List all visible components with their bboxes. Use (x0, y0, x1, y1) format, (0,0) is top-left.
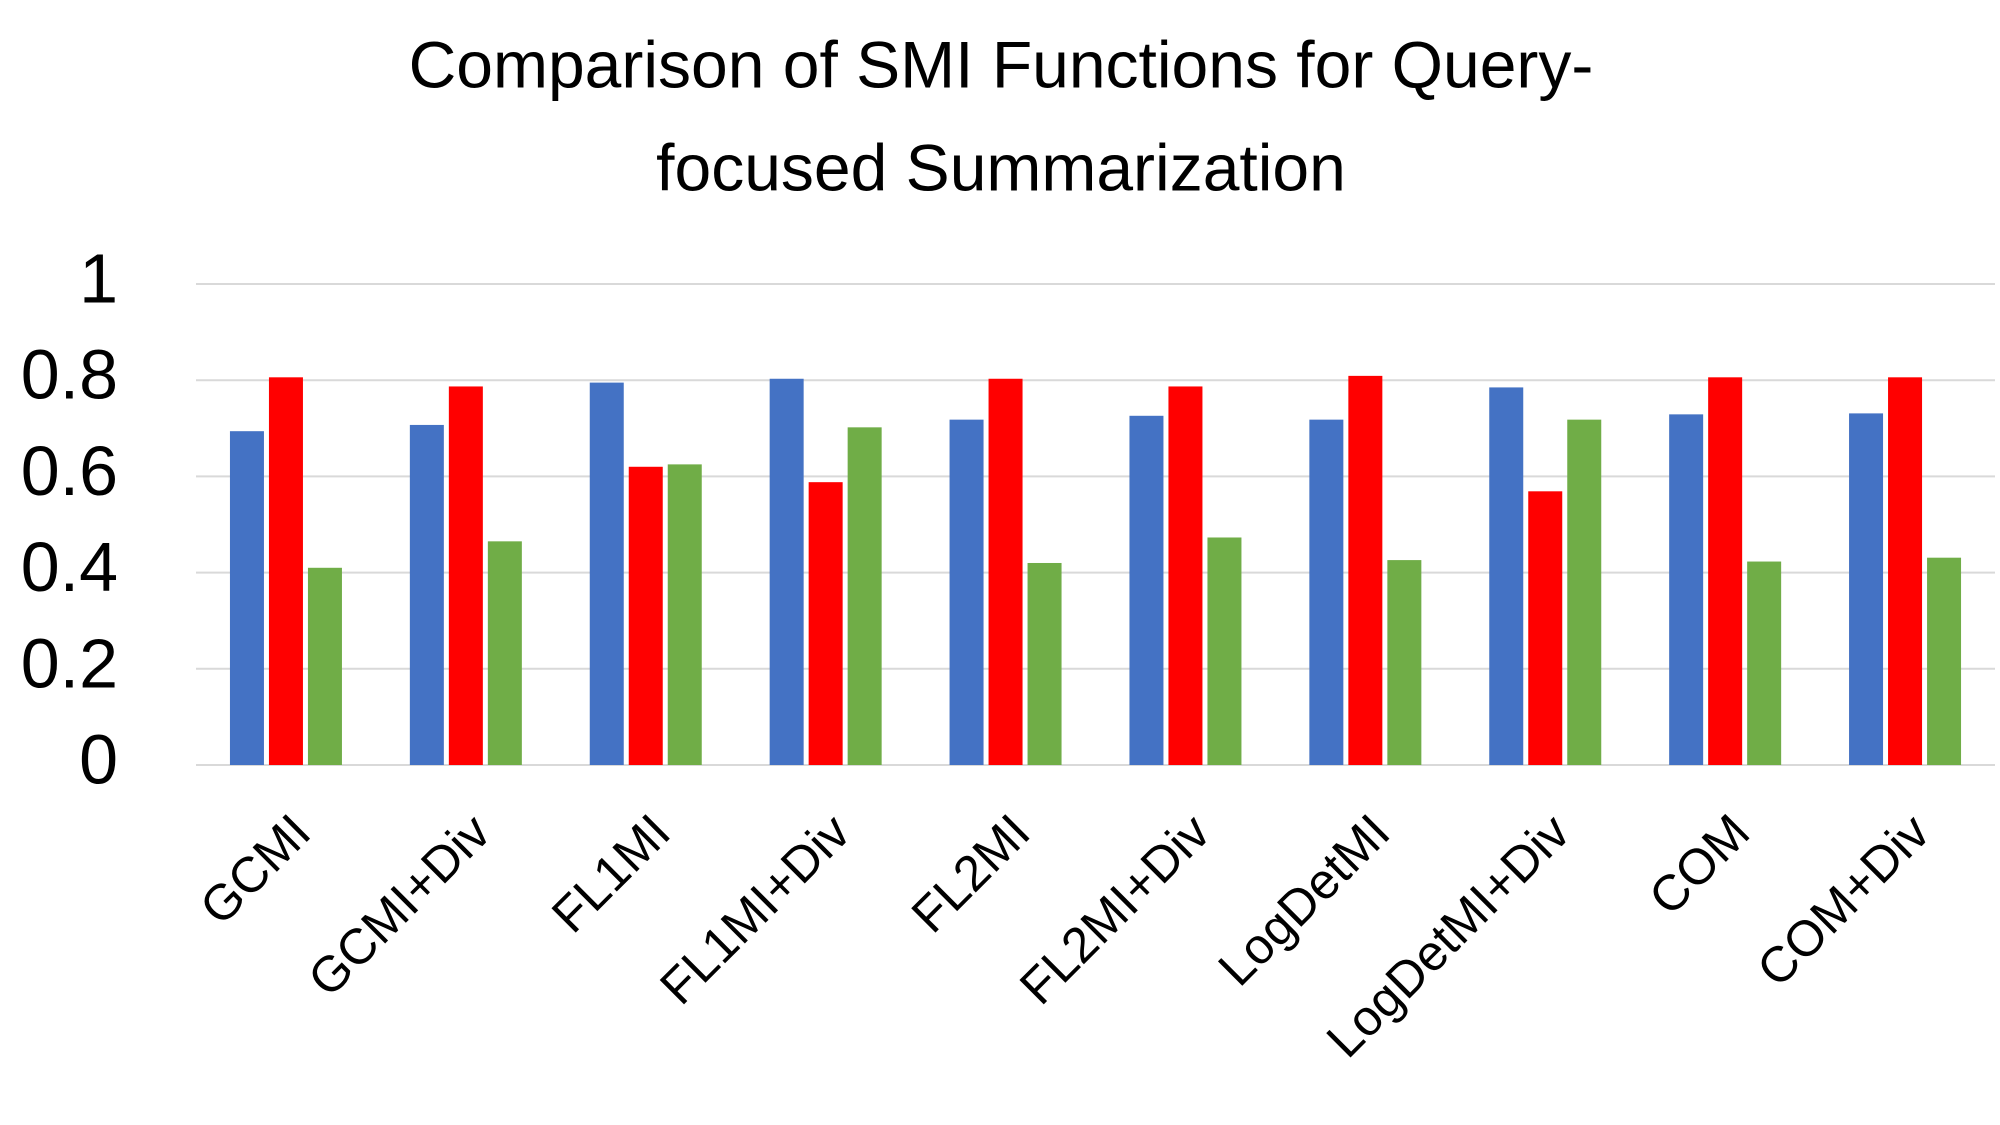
bar (628, 466, 663, 765)
bar (1129, 415, 1164, 765)
bar (1387, 560, 1422, 765)
bar (589, 382, 624, 765)
bar (307, 567, 342, 765)
bar (409, 424, 444, 765)
y-tick-label: 0.8 (21, 336, 118, 414)
bar (1348, 375, 1383, 765)
bar (1708, 377, 1743, 765)
y-tick-label: 0.2 (21, 624, 118, 702)
bar (667, 464, 702, 765)
y-tick-label: 0.6 (21, 432, 118, 510)
chart-title: Comparison of SMI Functions for Query- (409, 27, 1594, 101)
bar (1489, 387, 1524, 765)
bar (1027, 562, 1062, 765)
bar (769, 378, 804, 765)
y-tick-label: 0 (79, 720, 118, 798)
bar (1168, 386, 1203, 765)
bar (847, 427, 882, 765)
bar (1927, 557, 1962, 765)
bar (1528, 491, 1563, 765)
bar (487, 541, 522, 765)
bar (1207, 537, 1242, 765)
bar (448, 386, 483, 765)
bar (1309, 419, 1344, 765)
bar (988, 378, 1023, 765)
y-tick-label: 1 (79, 239, 118, 317)
bar (949, 419, 984, 765)
y-tick-label: 0.4 (21, 528, 118, 606)
bar (808, 482, 843, 765)
bar (1747, 561, 1782, 765)
bar (1669, 414, 1704, 765)
bar (1849, 413, 1884, 765)
bar (268, 377, 303, 765)
bar (229, 431, 264, 765)
bar (1567, 419, 1602, 765)
bar (1888, 377, 1923, 765)
chart-title: focused Summarization (656, 130, 1346, 204)
